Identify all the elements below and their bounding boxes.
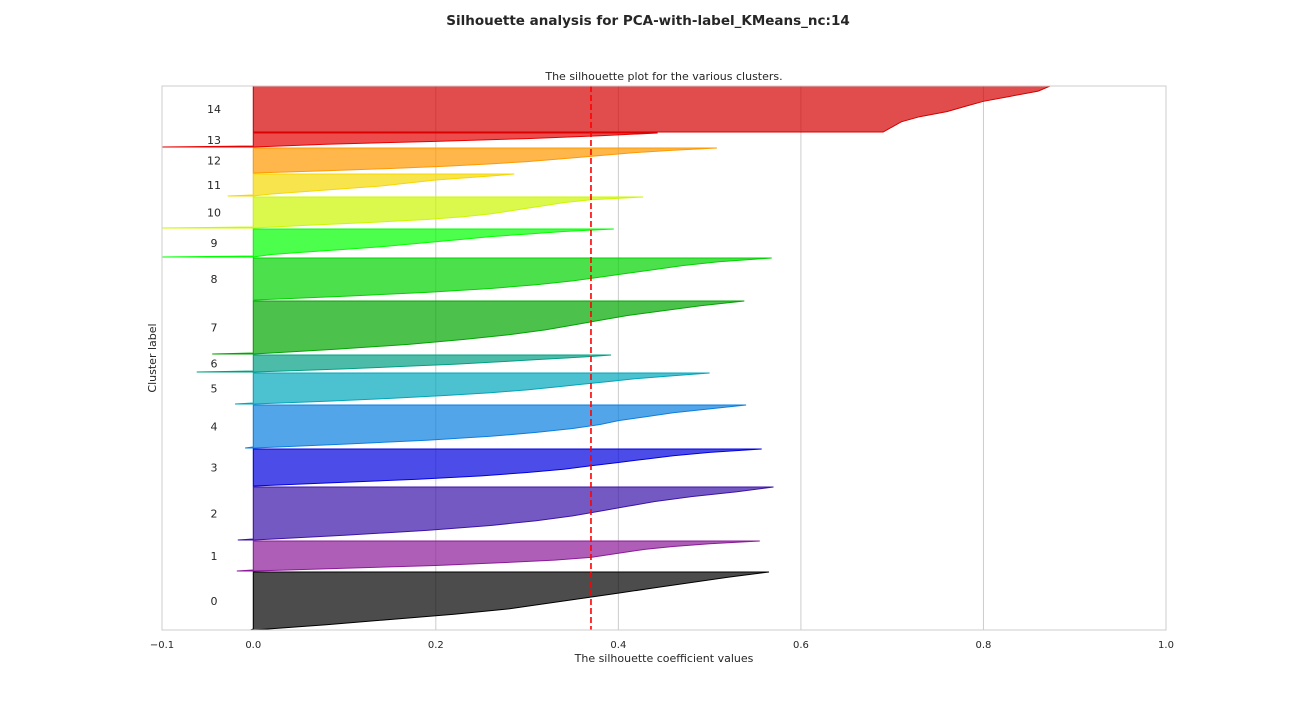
x-tick-label: 0.0 xyxy=(245,640,261,651)
cluster-13-silhouette xyxy=(161,132,658,148)
x-tick-label: 0.4 xyxy=(610,640,626,651)
cluster-10-silhouette xyxy=(161,196,644,229)
y-axis-label: Cluster label xyxy=(146,323,159,392)
cluster-label-10: 10 xyxy=(207,207,221,220)
x-tick-label: 0.8 xyxy=(976,640,992,651)
cluster-label-1: 1 xyxy=(211,550,218,563)
cluster-label-0: 0 xyxy=(211,595,218,608)
cluster-label-2: 2 xyxy=(211,508,218,521)
cluster-label-4: 4 xyxy=(211,421,218,434)
cluster-11-silhouette xyxy=(227,173,515,197)
cluster-3-silhouette xyxy=(252,448,762,487)
cluster-label-7: 7 xyxy=(211,322,218,335)
chart-suptitle: Silhouette analysis for PCA-with-label_K… xyxy=(446,13,849,29)
cluster-label-5: 5 xyxy=(211,383,218,396)
cluster-silhouettes xyxy=(161,85,1051,631)
cluster-8-silhouette xyxy=(252,257,772,301)
x-tick-label: 1.0 xyxy=(1158,640,1174,651)
cluster-label-13: 13 xyxy=(207,134,221,147)
chart-title: The silhouette plot for the various clus… xyxy=(544,70,782,83)
cluster-label-11: 11 xyxy=(207,179,221,192)
x-tick-label: 0.6 xyxy=(793,640,809,651)
cluster-label-3: 3 xyxy=(211,462,218,475)
cluster-5-silhouette xyxy=(234,372,710,405)
cluster-label-6: 6 xyxy=(211,358,218,371)
x-axis-label: The silhouette coefficient values xyxy=(574,652,754,665)
cluster-label-12: 12 xyxy=(207,155,221,168)
cluster-label-9: 9 xyxy=(211,237,218,250)
cluster-label-14: 14 xyxy=(207,103,221,116)
cluster-6-silhouette xyxy=(196,354,612,373)
cluster-12-silhouette xyxy=(252,147,717,174)
cluster-14-silhouette xyxy=(252,85,1051,133)
cluster-9-silhouette xyxy=(161,228,614,258)
x-tick-label: 0.2 xyxy=(428,640,444,651)
cluster-4-silhouette xyxy=(245,404,747,449)
x-tick-label: −0.1 xyxy=(150,640,174,651)
x-tick-labels: −0.1 0.0 0.2 0.4 0.6 0.8 1.0 xyxy=(150,640,1174,651)
cluster-1-silhouette xyxy=(236,540,760,572)
cluster-label-8: 8 xyxy=(211,273,218,286)
cluster-7-silhouette xyxy=(212,300,745,355)
plot-frame xyxy=(161,85,1167,631)
cluster-2-silhouette xyxy=(237,486,774,541)
